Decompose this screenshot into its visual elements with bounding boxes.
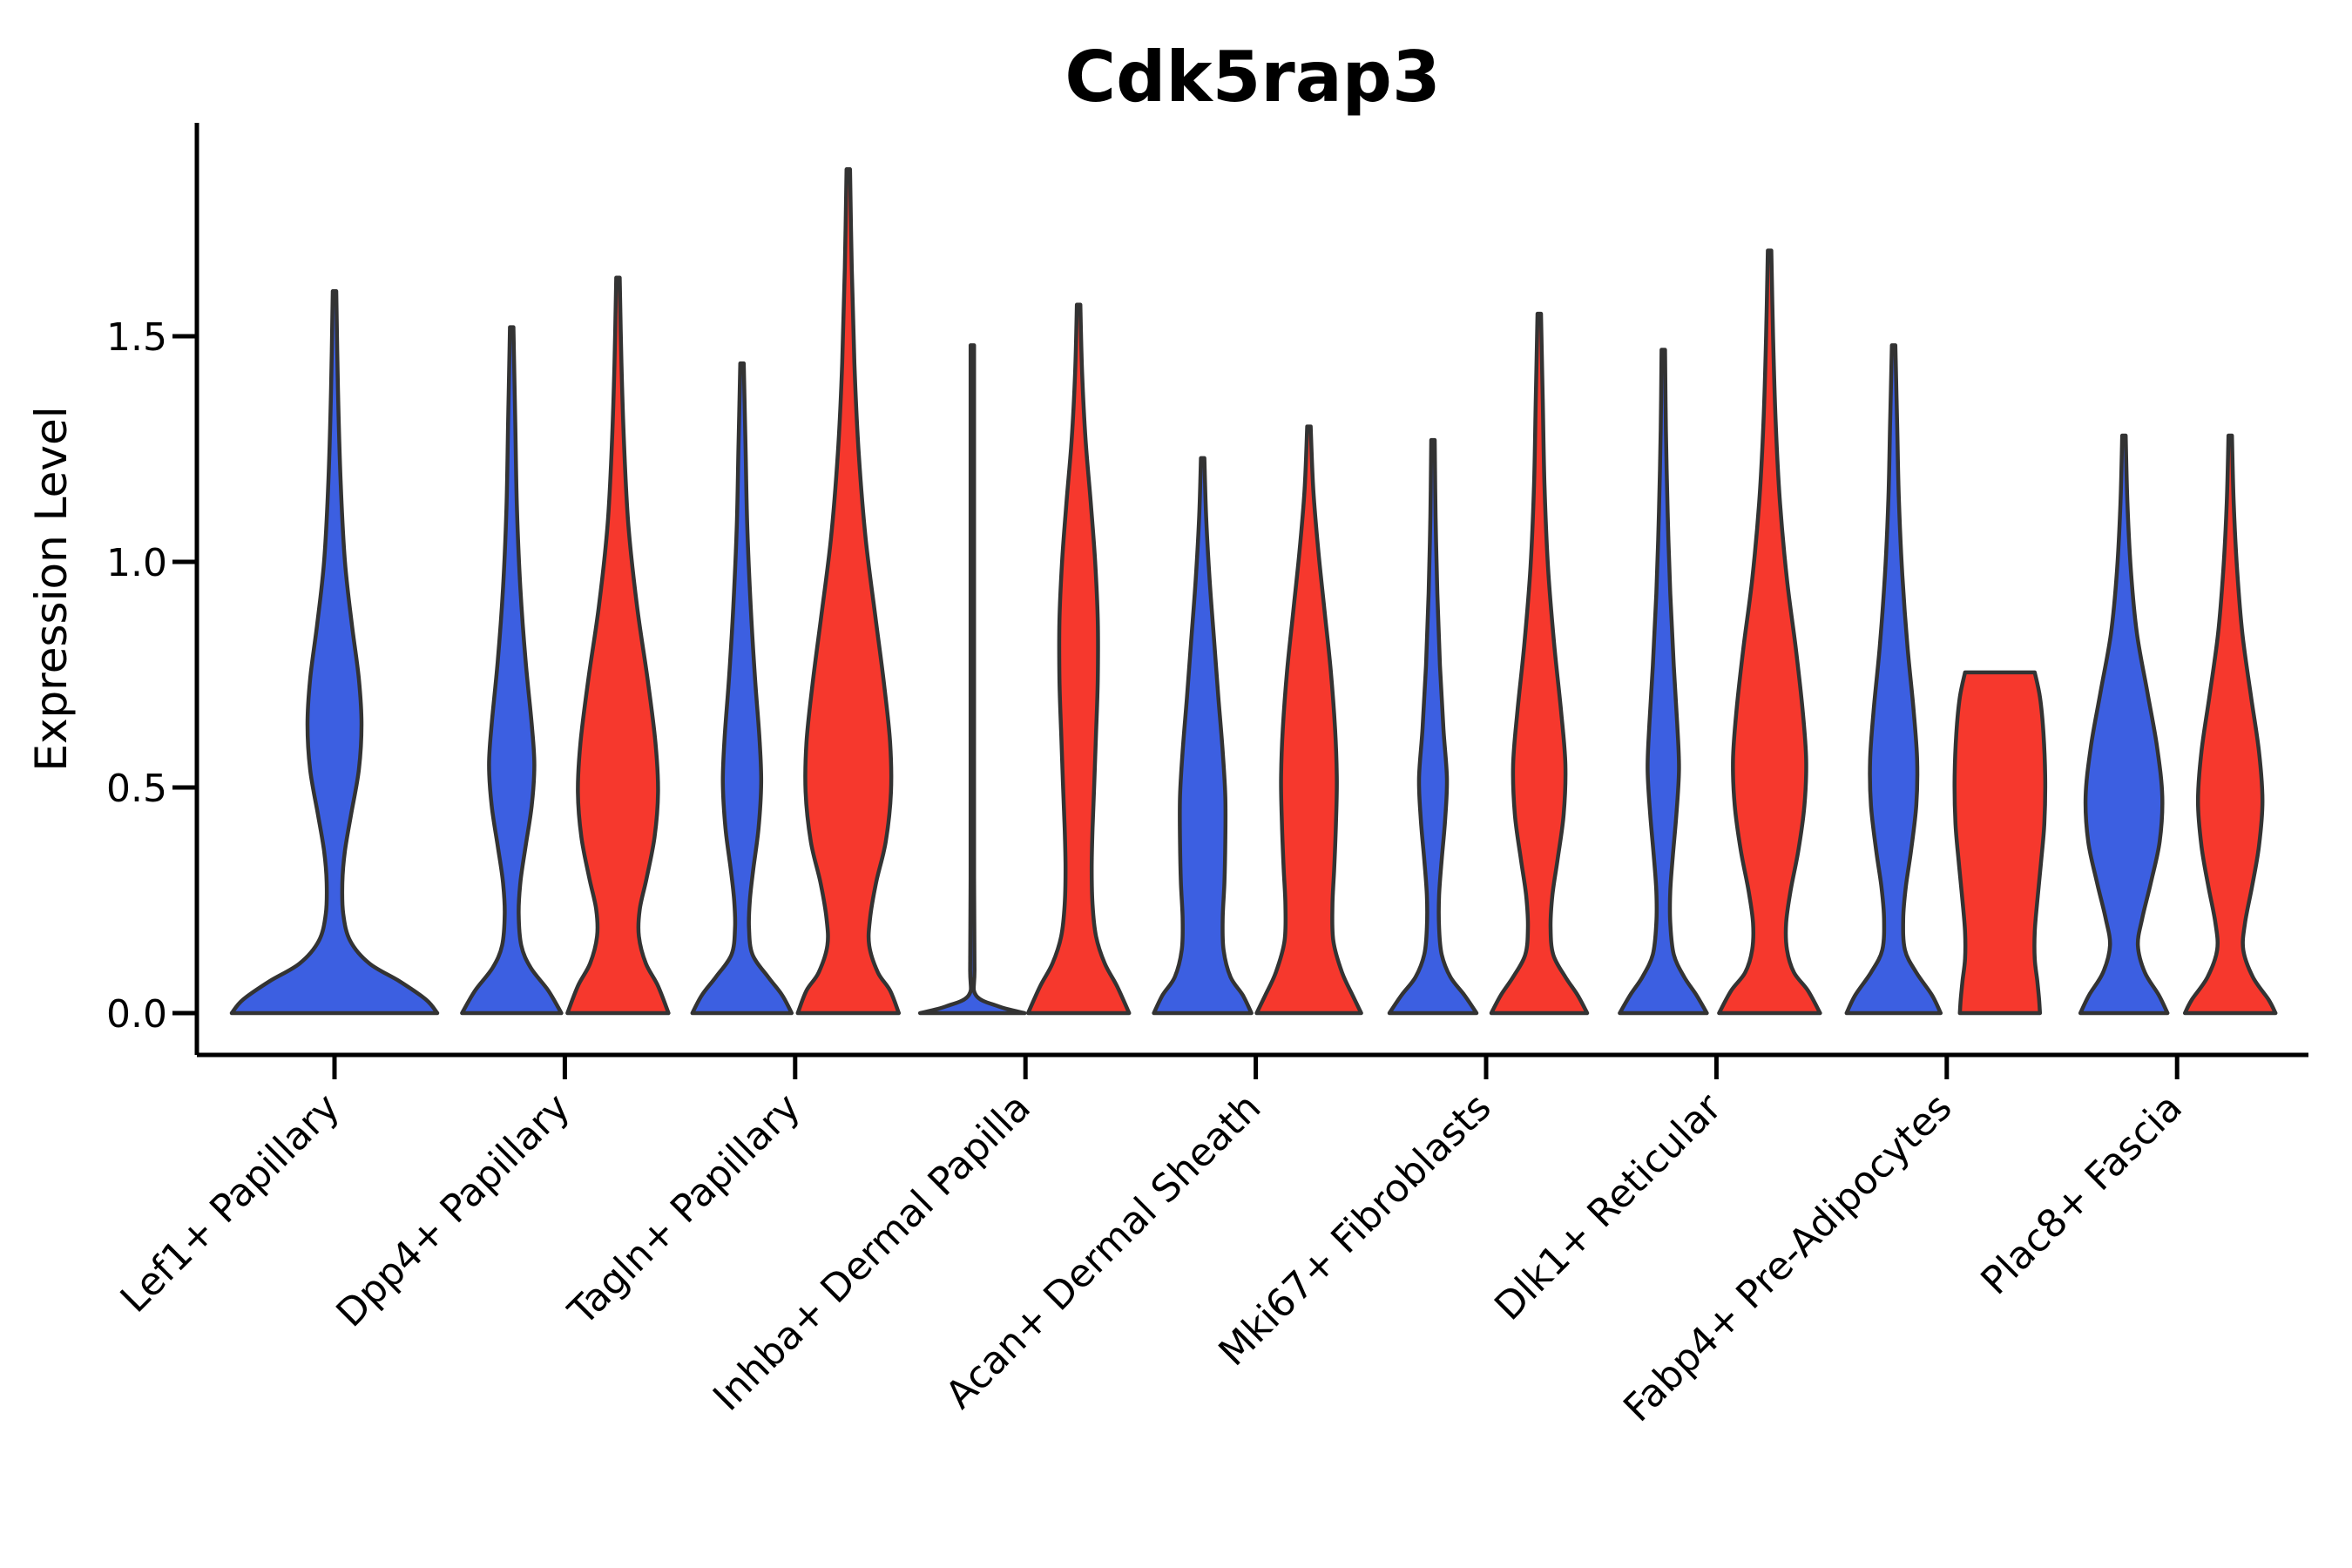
violin-blue-0 [229,288,440,1016]
violin-blue-7 [1844,343,1943,1016]
y-tick-label: 1.5 [106,315,167,360]
x-tick-label-6: Dlk1+ Reticular [1486,1085,1731,1329]
violin-blue-4 [1152,456,1254,1016]
violin-red-3 [1025,302,1132,1016]
violin-red-7 [1952,670,2048,1016]
violin-red-2 [795,167,902,1016]
x-tick-label-2: Tagln+ Papillary [559,1085,808,1335]
violins-layer [229,167,2278,1016]
violin-red-5 [1489,311,1590,1016]
x-tick-label-0: Lef1+ Papillary [112,1085,348,1321]
violin-blue-2 [690,361,794,1016]
violin-blue-1 [460,325,564,1016]
violin-red-6 [1717,248,1822,1016]
x-tick-label-1: Dpp4+ Papillary [328,1085,579,1336]
violin-blue-8 [2078,433,2170,1016]
violin-red-1 [565,275,671,1016]
y-tick-label: 0.5 [106,767,167,811]
plot-title: Cdk5rap3 [1064,37,1440,118]
y-tick-label: 0.0 [106,992,167,1037]
violin-red-8 [2182,433,2278,1016]
x-tick-label-8: Plac8+ Fascia [1972,1085,2191,1304]
y-tick-label: 1.0 [106,541,167,585]
violin-red-4 [1254,424,1363,1016]
violin-blue-6 [1618,348,1709,1016]
violin-blue-3 [917,343,1027,1016]
y-axis-label: Expression Level [26,406,77,771]
violin-blue-5 [1387,437,1479,1016]
